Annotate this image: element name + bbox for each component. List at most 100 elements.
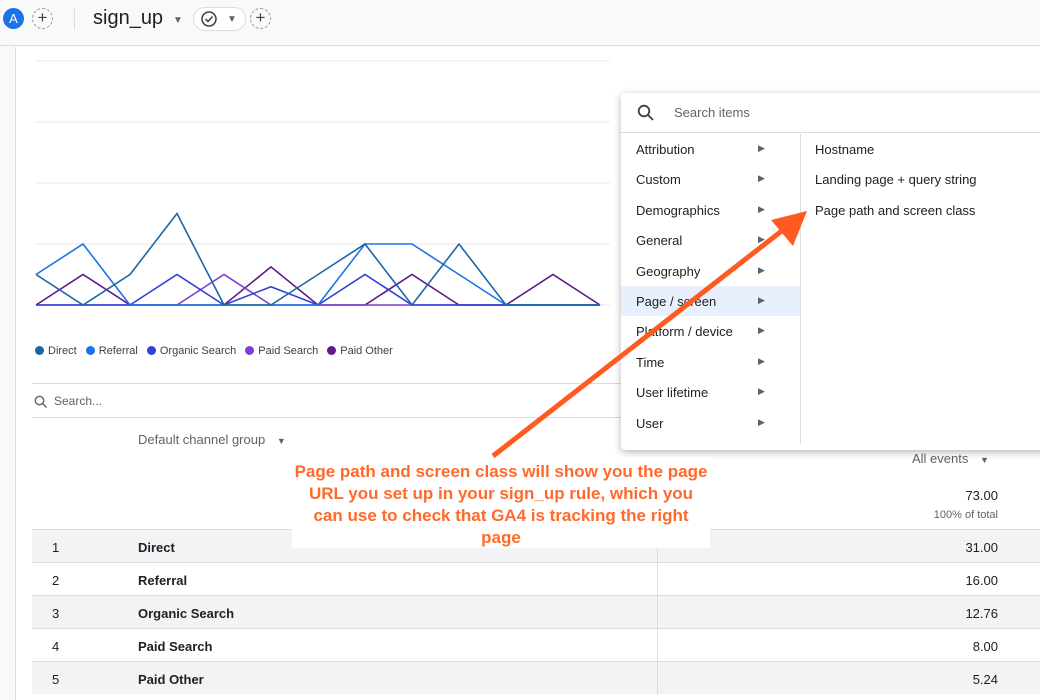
dimension-header-label: Default channel group [138,432,266,447]
value-cell: 16.00 [965,573,998,588]
menu-search-placeholder: Search items [674,105,750,120]
legend-dot [146,346,156,355]
channel-cell: Paid Other [138,672,204,687]
legend-item[interactable]: Direct [35,345,77,357]
menu-category-item[interactable]: Platform / device ▶ [621,316,801,346]
legend-dot [35,346,44,355]
segment-avatar[interactable]: A [3,8,24,29]
menu-dimension-label: Landing page + query string [815,172,977,188]
series-line-organic-search [36,273,600,306]
legend-item[interactable]: Referral [85,345,138,357]
menu-category-item[interactable]: User ▶ [621,408,801,438]
menu-category-item[interactable]: General ▶ [621,225,801,255]
chevron-right-icon: ▶ [758,264,765,275]
divider [657,563,658,596]
chevron-right-icon: ▶ [758,325,765,336]
chevron-right-icon: ▶ [758,143,765,153]
row-number: 2 [52,573,60,588]
row-number: 1 [52,540,60,555]
chevron-right-icon: ▶ [758,386,765,397]
row-number: 4 [52,639,60,654]
value-cell: 5.24 [972,672,998,687]
menu-dimension-item[interactable]: Landing page + query string [801,164,977,194]
table-row[interactable]: 2 Referral 16.00 [32,562,1040,596]
add-segment-button[interactable]: + [32,8,53,29]
filter-chip[interactable]: ▼ [193,7,246,31]
legend-dot [327,346,337,355]
menu-category-label: Demographics [636,202,720,218]
legend-label: Paid Search [258,345,319,357]
chevron-right-icon: ▶ [758,355,765,366]
legend-label: Direct [48,345,77,357]
metric-total: 73.00 [965,488,998,503]
table-row[interactable]: 4 Paid Search 8.00 [32,628,1040,662]
menu-category-label: User [636,415,664,431]
metric-total-percent: 100% of total [933,509,998,521]
metric-header-label: All events [912,451,969,466]
menu-category-label: Time [636,354,665,370]
legend-item[interactable]: Paid Search [245,345,318,357]
divider [657,596,658,629]
menu-dimension-item[interactable]: Page path and screen class [801,195,977,225]
dimension-picker-menu: Search items Attribution ▶ Custom ▶ Demograp… [621,93,1040,450]
table-row[interactable]: 3 Organic Search 12.76 [32,595,1040,629]
menu-category-item[interactable]: Page / screen ▶ [621,285,801,317]
menu-category-label: Custom [636,172,681,188]
row-number: 3 [52,606,60,621]
menu-dimension-label: Page path and screen class [815,202,976,218]
menu-category-item[interactable]: User lifetime ▶ [621,377,801,407]
event-selector[interactable]: sign_up [93,7,164,29]
value-cell: 31.00 [965,540,998,555]
row-number: 5 [52,672,60,687]
divider [657,662,658,695]
channel-cell: Direct [138,540,175,555]
legend-label: Referral [98,345,138,357]
menu-category-item[interactable]: Custom ▶ [621,164,801,194]
dimension-header[interactable]: Default channel group ▼ [138,432,286,447]
search-placeholder: Search... [54,394,103,408]
menu-category-item[interactable]: Demographics ▶ [621,195,801,225]
chevron-right-icon: ▶ [758,294,765,305]
chevron-right-icon: ▶ [758,416,765,427]
channel-cell: Referral [138,573,188,588]
menu-dimension-item[interactable]: Hostname [801,134,977,164]
line-chart [35,60,610,307]
value-cell: 8.00 [972,639,998,654]
menu-search-input[interactable]: Search items [621,93,1040,133]
table-row[interactable]: 5 Paid Other 5.24 [32,661,1040,695]
legend-label: Organic Search [159,345,237,357]
channel-cell: Paid Search [138,639,213,654]
legend-label: Paid Other [340,345,393,357]
menu-dimension-label: Hostname [815,142,875,157]
chevron-down-icon[interactable]: ▼ [173,15,183,26]
search-icon [637,104,654,121]
series-line-paid-other [35,265,601,306]
add-comparison-button[interactable]: + [250,8,271,29]
menu-category-label: Page / screen [636,293,717,309]
legend-dot [85,346,95,355]
annotation-callout: Page path and screen class will show you… [292,458,710,548]
menu-category-item[interactable]: Time ▶ [621,347,801,377]
menu-category-label: User lifetime [636,385,709,401]
menu-category-label: Platform / device [636,324,733,340]
menu-category-label: Geography [636,263,701,279]
legend-item[interactable]: Paid Other [327,345,393,357]
chevron-down-icon: ▼ [227,14,237,25]
menu-category-label: Attribution [636,142,695,157]
series-line-direct [35,212,600,307]
legend-dot [245,346,255,355]
divider [657,629,658,662]
menu-category-item[interactable]: Geography ▶ [621,256,801,286]
divider [74,8,75,30]
check-circle-icon [201,11,217,27]
chevron-right-icon: ▶ [758,234,765,245]
legend-item[interactable]: Organic Search [146,345,237,357]
search-icon [34,395,47,408]
menu-category-item[interactable]: Attribution ▶ [621,134,801,164]
metric-header[interactable]: All events ▼ [912,451,989,466]
chevron-down-icon: ▼ [980,455,989,465]
chevron-down-icon: ▼ [276,436,286,446]
channel-cell: Organic Search [138,606,235,621]
chart-legend: Direct Referral Organic Search Paid Search P… [35,345,393,357]
chevron-right-icon: ▶ [758,203,765,214]
